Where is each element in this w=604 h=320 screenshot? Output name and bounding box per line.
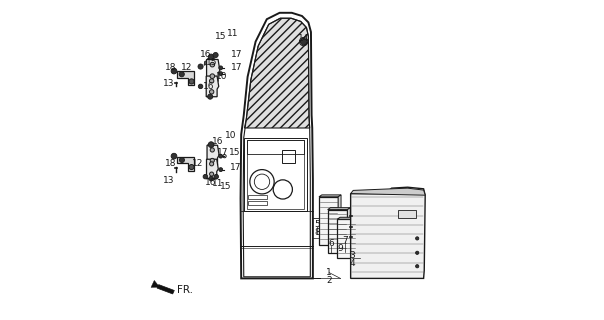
Text: 15: 15 [206,58,217,67]
Text: 17: 17 [217,148,228,157]
Text: 15: 15 [229,148,240,157]
Polygon shape [177,156,194,171]
Text: 12: 12 [192,159,204,168]
Text: 2: 2 [326,276,332,285]
Circle shape [210,62,214,67]
Text: 5: 5 [315,220,320,229]
Text: 10: 10 [216,72,227,81]
Circle shape [208,94,213,99]
Circle shape [179,72,184,77]
Text: 1: 1 [326,268,332,277]
Circle shape [171,68,177,74]
Bar [398,210,416,218]
Circle shape [208,142,214,148]
Circle shape [416,251,419,254]
Text: 17: 17 [231,50,242,59]
Circle shape [179,157,184,163]
Text: 16: 16 [213,137,224,146]
Text: 7: 7 [342,236,348,245]
Bar [247,140,304,154]
Circle shape [210,158,214,163]
Text: 9: 9 [337,244,342,253]
Polygon shape [176,71,194,85]
Polygon shape [351,187,425,278]
Circle shape [219,168,223,172]
Polygon shape [351,188,425,195]
Circle shape [219,154,223,158]
Text: 17: 17 [230,163,241,172]
Text: 12: 12 [181,63,192,72]
Text: 8: 8 [315,228,320,237]
Circle shape [203,174,208,179]
Polygon shape [207,159,218,179]
Circle shape [210,79,214,83]
Text: 16: 16 [199,50,211,59]
Circle shape [210,90,214,94]
Circle shape [300,38,307,45]
Circle shape [198,84,203,89]
Text: 6: 6 [328,239,333,248]
Circle shape [416,265,419,268]
Circle shape [416,237,419,240]
Circle shape [189,79,194,84]
Text: 18: 18 [165,159,176,168]
Circle shape [213,52,218,58]
Text: 10: 10 [225,131,237,140]
Circle shape [210,148,214,152]
Polygon shape [337,219,356,258]
Polygon shape [338,195,341,245]
Bar [248,195,267,199]
Circle shape [208,54,214,60]
Polygon shape [347,208,350,253]
Polygon shape [204,60,208,65]
Circle shape [219,66,223,70]
Circle shape [189,164,194,170]
Text: 15: 15 [220,182,231,191]
Text: 16: 16 [204,82,215,91]
Text: 13: 13 [162,176,174,185]
Polygon shape [327,208,350,210]
Text: 16: 16 [205,178,217,187]
Polygon shape [319,195,341,197]
Bar [245,138,307,211]
Text: 4: 4 [350,259,355,268]
Polygon shape [157,284,175,294]
Text: FR.: FR. [177,285,193,295]
Circle shape [210,162,214,166]
Circle shape [214,174,219,179]
Polygon shape [207,60,220,81]
Text: 14: 14 [298,34,309,43]
Circle shape [209,176,213,181]
Circle shape [210,74,214,78]
Text: 15: 15 [214,32,226,41]
Text: 18: 18 [165,63,176,72]
Circle shape [210,172,214,176]
Circle shape [198,64,203,69]
Polygon shape [207,145,219,165]
Polygon shape [337,217,359,219]
Polygon shape [206,76,219,97]
Polygon shape [245,18,310,128]
Polygon shape [356,217,359,258]
Text: 11: 11 [228,29,239,38]
Bar [282,150,295,163]
Bar [248,201,267,205]
Polygon shape [208,142,214,149]
Circle shape [171,153,177,159]
Text: 17: 17 [231,63,242,72]
Polygon shape [151,280,159,287]
Text: 13: 13 [162,79,174,88]
Text: 3: 3 [350,251,355,260]
Bar [247,140,304,209]
Circle shape [219,72,223,76]
Polygon shape [327,210,347,253]
Polygon shape [319,197,338,245]
Text: 11: 11 [213,180,224,188]
